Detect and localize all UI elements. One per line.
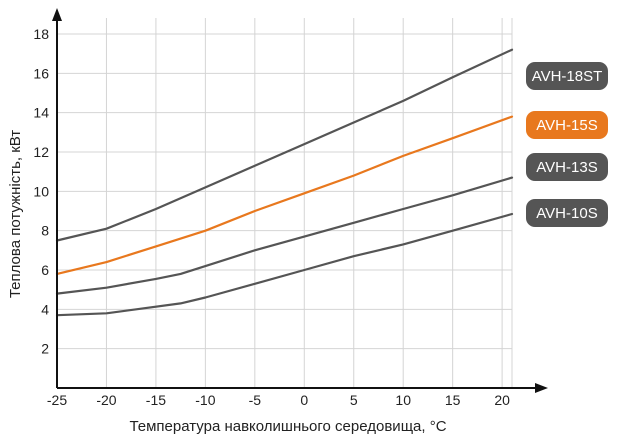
legend-label: AVH-13S [536, 159, 597, 176]
legend-item: AVH-15S [526, 111, 608, 139]
legend-item: AVH-18ST [526, 62, 608, 90]
legend-pill [526, 199, 608, 227]
y-tick-label: 12 [33, 144, 49, 160]
x-tick-label: -20 [96, 392, 116, 408]
x-tick-label: 0 [300, 392, 308, 408]
grid [57, 18, 513, 388]
y-tick-label: 4 [41, 301, 49, 317]
legend-label: AVH-18ST [532, 68, 603, 85]
y-tick-label: 6 [41, 262, 49, 278]
x-tick-label: 5 [350, 392, 358, 408]
legend: AVH-18ST AVH-15S AVH-13S AVH-10S [526, 62, 608, 227]
y-tick-label: 14 [33, 105, 49, 121]
legend-item: AVH-13S [526, 153, 608, 181]
y-tick-label: 10 [33, 183, 49, 199]
x-tick-label: -15 [146, 392, 166, 408]
y-axis-title: Теплова потужність, кВт [7, 130, 24, 298]
series-line-avh-18st [55, 48, 514, 242]
x-axis-title: Температура навколишнього середовища, °С [129, 418, 446, 435]
y-tick-label: 2 [41, 341, 49, 357]
series-line-avh-15s [55, 115, 514, 275]
x-tick-label: -5 [249, 392, 262, 408]
y-tick-label: 18 [33, 26, 49, 42]
legend-item: AVH-10S [526, 199, 608, 227]
legend-pill [526, 111, 608, 139]
legend-pill [526, 153, 608, 181]
legend-pill [526, 62, 608, 90]
x-tick-label: 10 [395, 392, 411, 408]
legend-label: AVH-15S [536, 117, 597, 134]
x-tick-label: -25 [47, 392, 67, 408]
y-axis-arrow [52, 8, 62, 21]
x-tick-label: 20 [494, 392, 510, 408]
x-tick-label: 15 [445, 392, 461, 408]
axes [52, 8, 548, 393]
x-tick-label: -10 [195, 392, 215, 408]
series-line-avh-10s [55, 212, 514, 317]
tick-labels: -25 -20 -15 -10 -5 0 5 10 15 20 2 4 6 8 10 12 14 16 18 [33, 26, 510, 408]
legend-label: AVH-10S [536, 205, 597, 222]
x-axis-arrow [535, 383, 548, 393]
series-group [55, 48, 514, 317]
y-tick-label: 8 [41, 223, 49, 239]
y-tick-label: 16 [33, 65, 49, 81]
series-line-avh-13s [55, 176, 514, 295]
